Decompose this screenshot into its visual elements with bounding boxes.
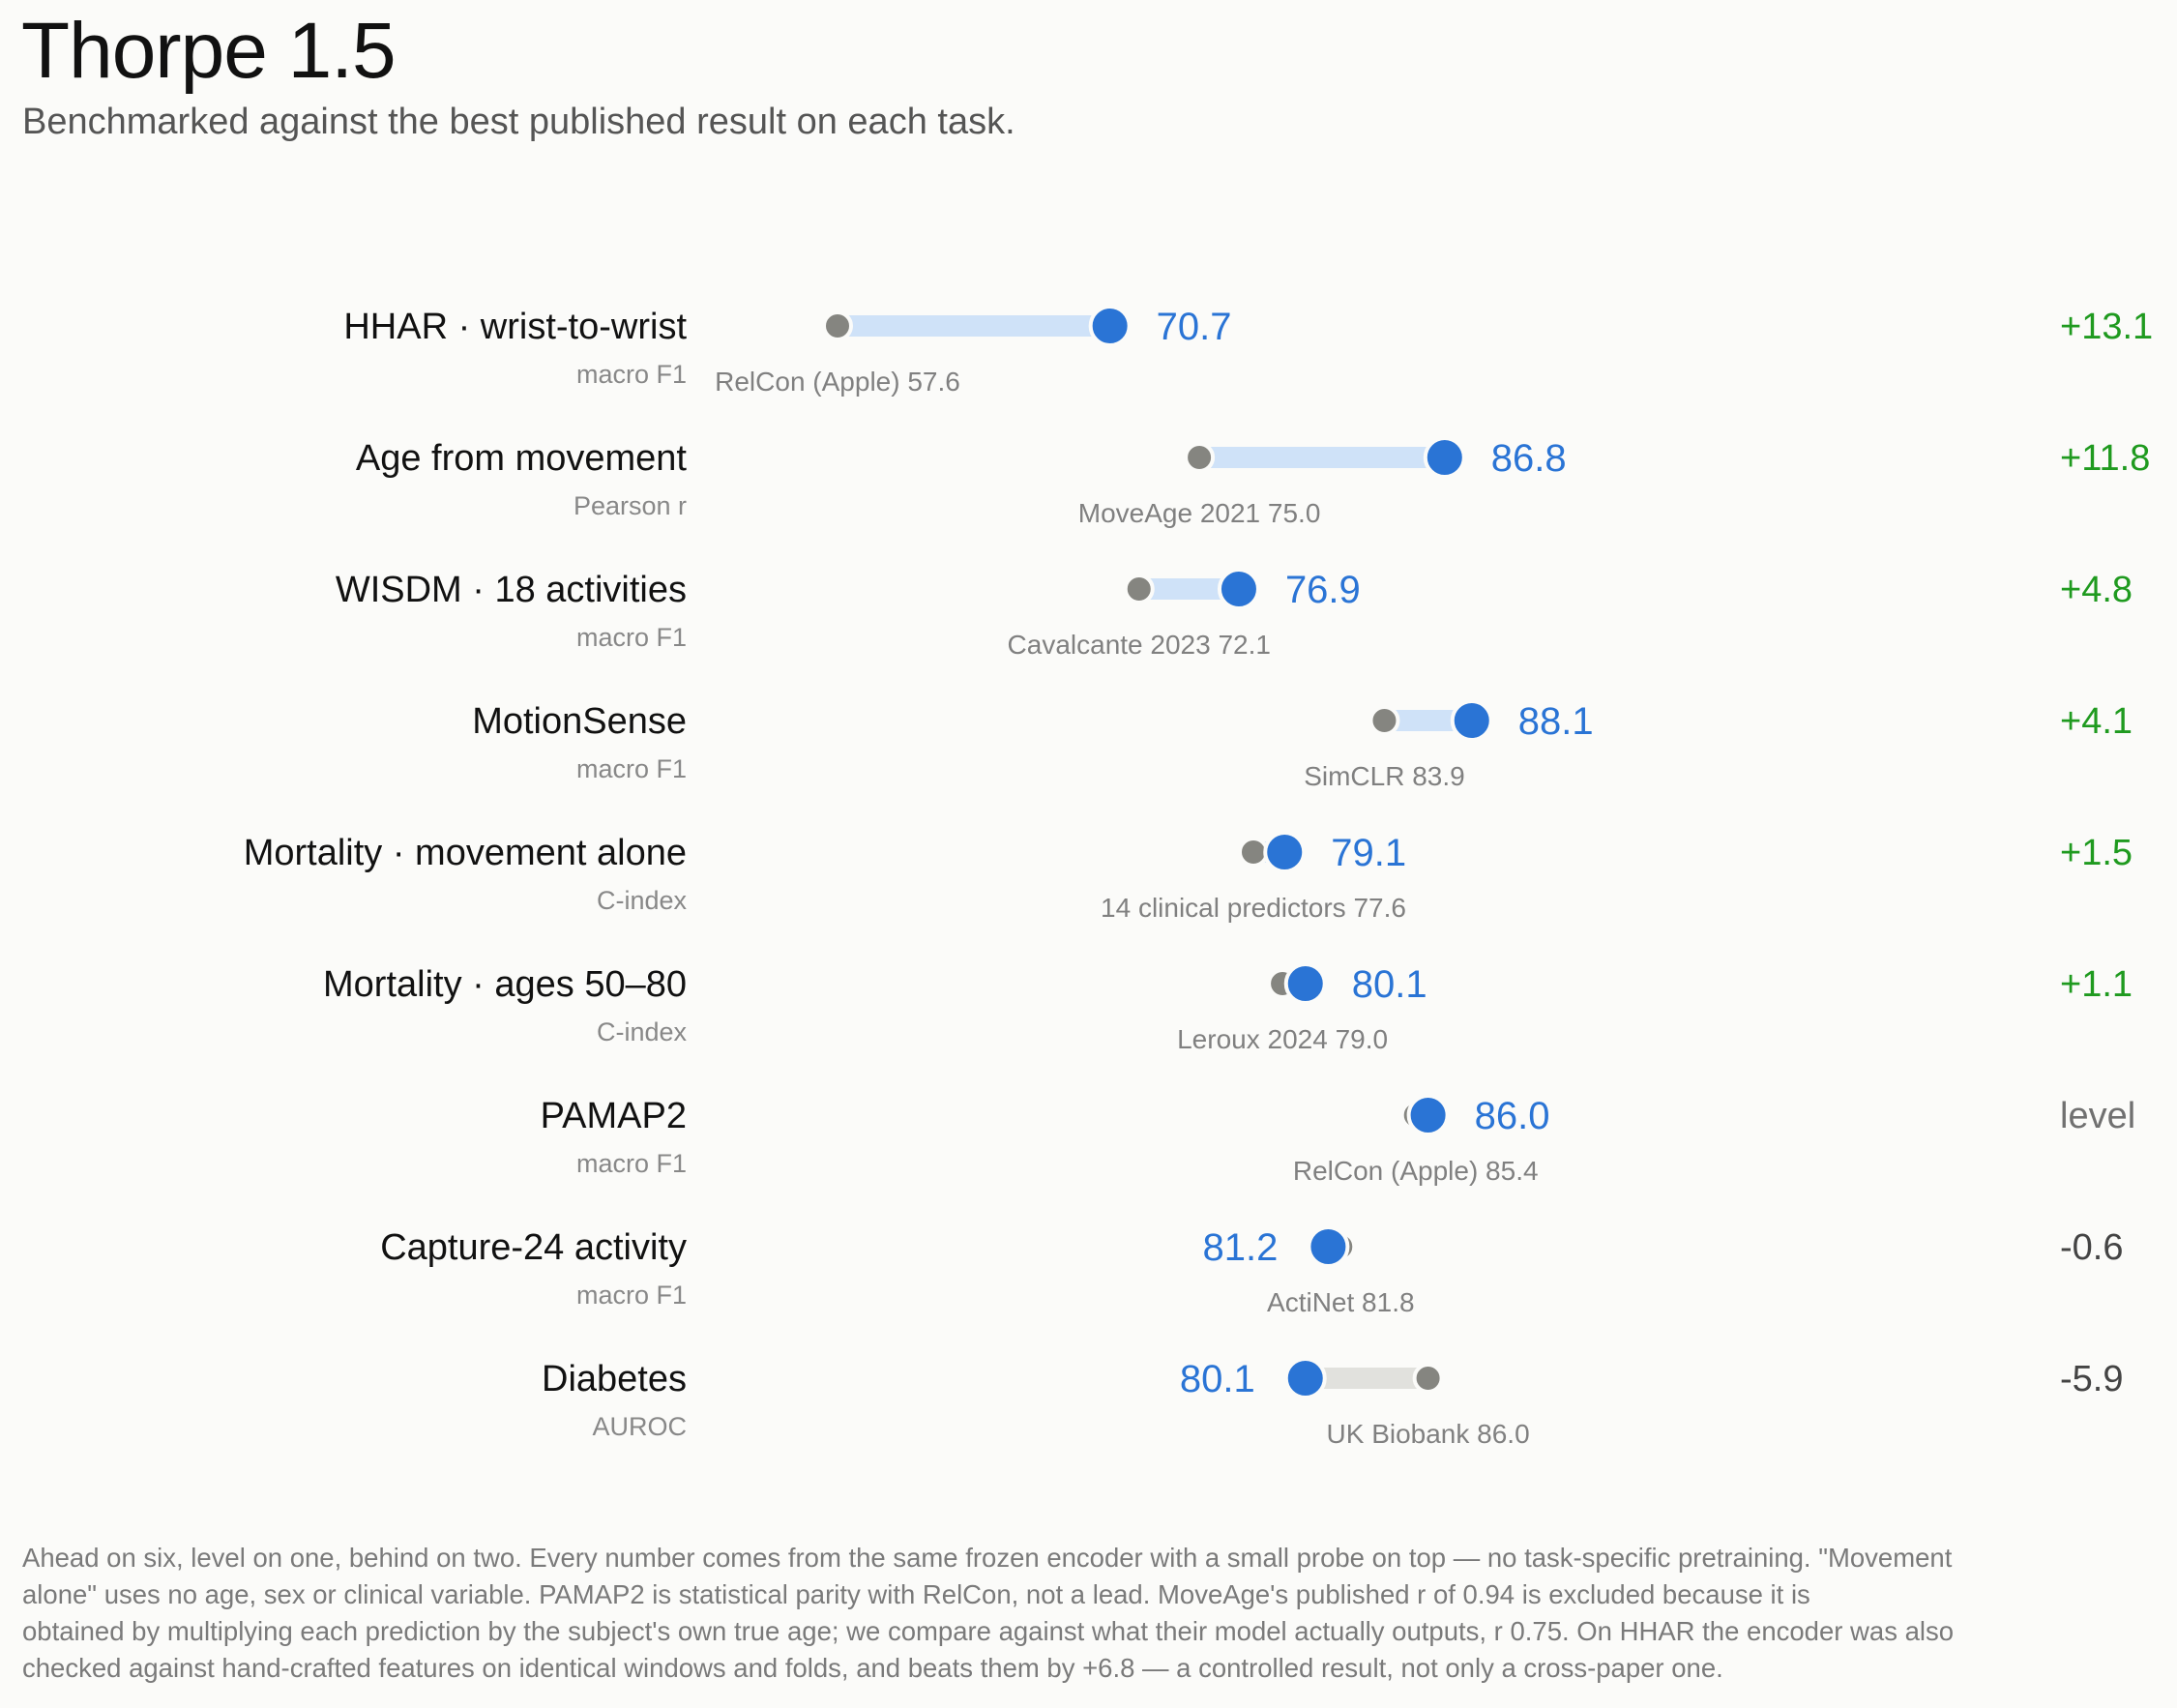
metric-label: macro F1: [576, 1281, 687, 1310]
task-label: Mortality · ages 50–80: [323, 964, 687, 1005]
task-label: WISDM · 18 activities: [336, 570, 687, 610]
reference-point: [1238, 837, 1269, 868]
reference-label: MoveAge 2021 75.0: [1078, 498, 1321, 528]
ours-point: [1217, 568, 1260, 610]
task-label: Diabetes: [542, 1359, 687, 1399]
delta-label: +13.1: [2060, 307, 2153, 347]
reference-label: ActiNet 81.8: [1267, 1287, 1415, 1317]
metric-label: C-index: [597, 1017, 688, 1046]
metric-label: Pearson r: [574, 491, 687, 520]
ours-value-label: 81.2: [1203, 1226, 1279, 1269]
metric-label: C-index: [597, 886, 688, 915]
metric-label: macro F1: [576, 1149, 687, 1178]
reference-label: RelCon (Apple) 85.4: [1293, 1156, 1539, 1186]
metric-label: macro F1: [576, 360, 687, 389]
task-label: Capture-24 activity: [380, 1227, 687, 1268]
chart-subtitle: Benchmarked against the best published r…: [22, 102, 1015, 142]
dumbbell-chart: HHAR · wrist-to-wrist macro F1 70.7 RelCon …: [244, 305, 2153, 1449]
task-label: Age from movement: [356, 438, 688, 479]
ours-value-label: 79.1: [1331, 832, 1406, 874]
task-label: PAMAP2: [541, 1096, 687, 1136]
ours-value-label: 70.7: [1157, 306, 1232, 348]
delta-label: +11.8: [2060, 438, 2150, 479]
footnote: Ahead on six, level on one, behind on tw…: [22, 1540, 2150, 1687]
ours-value-label: 80.1: [1180, 1358, 1255, 1400]
reference-point: [1123, 574, 1155, 604]
footnote-line: checked against hand-crafted features on…: [22, 1653, 1723, 1683]
delta-label: -0.6: [2060, 1227, 2123, 1268]
metric-label: macro F1: [576, 754, 687, 783]
reference-label: Cavalcante 2023 72.1: [1008, 630, 1271, 660]
task-label: MotionSense: [472, 701, 687, 742]
ours-value-label: 80.1: [1352, 963, 1427, 1006]
ours-point: [1450, 699, 1493, 742]
ours-value-label: 76.9: [1285, 569, 1361, 611]
delta-label: level: [2060, 1096, 2135, 1136]
ours-point: [1406, 1094, 1450, 1136]
reference-label: 14 clinical predictors 77.6: [1101, 893, 1406, 923]
ours-value-label: 86.8: [1491, 437, 1567, 480]
ours-value-label: 86.0: [1475, 1095, 1550, 1137]
reference-label: RelCon (Apple) 57.6: [715, 367, 960, 397]
reference-point: [1184, 442, 1216, 473]
footnote-line: alone" uses no age, sex or clinical vari…: [22, 1579, 1810, 1609]
delta-label: +4.8: [2060, 570, 2133, 610]
footnote-line: Ahead on six, level on one, behind on tw…: [22, 1543, 1953, 1573]
task-label: HHAR · wrist-to-wrist: [343, 307, 687, 347]
task-label: Mortality · movement alone: [244, 833, 687, 873]
metric-label: AUROC: [592, 1412, 687, 1441]
delta-label: -5.9: [2060, 1359, 2123, 1399]
reference-point: [1368, 705, 1400, 736]
ours-point: [1307, 1225, 1350, 1268]
ours-value-label: 88.1: [1518, 700, 1594, 743]
ours-point: [1283, 962, 1327, 1005]
chart-title: Thorpe 1.5: [21, 7, 397, 95]
reference-label: SimCLR 83.9: [1304, 761, 1465, 791]
ours-point: [1283, 1357, 1327, 1399]
delta-label: +1.1: [2060, 964, 2133, 1005]
ours-point: [1263, 831, 1307, 873]
reference-point: [822, 310, 853, 341]
delta-label: +1.5: [2060, 833, 2133, 873]
delta-label: +4.1: [2060, 701, 2133, 742]
ours-point: [1423, 436, 1466, 479]
footnote-line: obtained by multiplying each prediction …: [22, 1616, 1955, 1646]
reference-point: [1412, 1363, 1444, 1394]
ours-point: [1088, 305, 1132, 347]
reference-label: UK Biobank 86.0: [1327, 1419, 1530, 1449]
reference-label: Leroux 2024 79.0: [1177, 1024, 1388, 1054]
metric-label: macro F1: [576, 623, 687, 652]
